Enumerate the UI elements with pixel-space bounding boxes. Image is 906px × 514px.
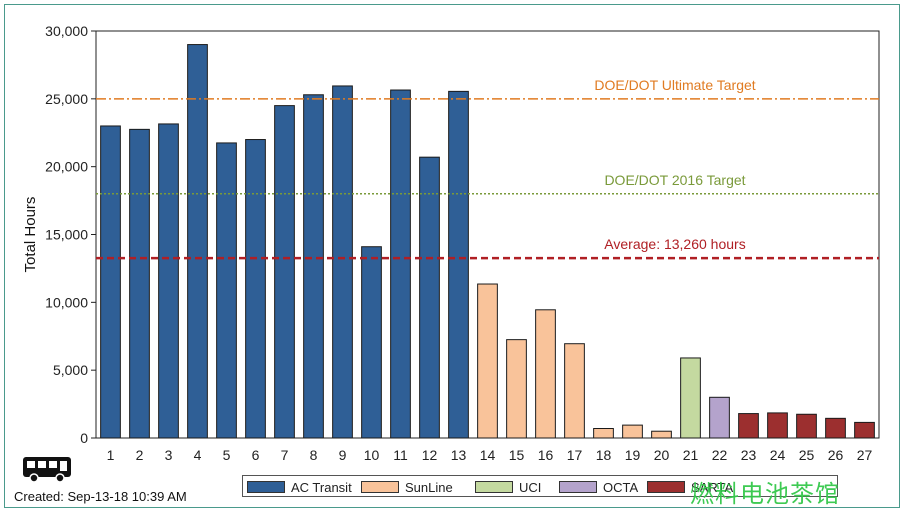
y-tick-label: 10,000 [45, 294, 88, 310]
x-tick-label: 15 [509, 447, 525, 463]
x-tick-label: 27 [857, 447, 873, 463]
x-tick-label: 16 [538, 447, 554, 463]
bar [332, 85, 353, 439]
x-tick-label: 9 [339, 447, 347, 463]
legend-label: UCI [519, 479, 542, 495]
bar [622, 424, 643, 439]
x-tick-label: 20 [654, 447, 670, 463]
legend-label: AC Transit [291, 479, 352, 495]
y-axis-label: Total Hours [22, 197, 39, 273]
bar [100, 125, 121, 439]
x-tick-label: 6 [252, 447, 260, 463]
y-tick-label: 30,000 [45, 23, 88, 39]
x-tick-label: 13 [451, 447, 467, 463]
legend-item: AC Transit [247, 479, 352, 495]
bar [854, 421, 875, 439]
bar [390, 89, 411, 439]
bar [361, 246, 382, 439]
y-tick-label: 5,000 [53, 362, 88, 378]
x-tick-label: 11 [393, 447, 408, 463]
legend-swatch [247, 481, 285, 493]
created-timestamp: Created: Sep-13-18 10:39 AM [14, 489, 187, 504]
bus-icon [23, 457, 71, 483]
legend-swatch [559, 481, 597, 493]
legend-label: OCTA [603, 479, 639, 495]
x-tick-label: 26 [828, 447, 844, 463]
bar [564, 343, 585, 439]
bar [448, 90, 469, 439]
bar [303, 94, 324, 439]
bar [158, 123, 179, 439]
bar [738, 413, 759, 439]
x-tick-label: 18 [596, 447, 612, 463]
bar [535, 309, 556, 439]
bar [796, 413, 817, 439]
x-tick-label: 2 [136, 447, 144, 463]
x-tick-label: 24 [770, 447, 786, 463]
chart-frame [4, 4, 900, 508]
legend-item: OCTA [559, 479, 638, 495]
bar [129, 128, 150, 439]
legend-label: SunLine [405, 479, 453, 495]
reference-line-label: DOE/DOT Ultimate Target [594, 77, 755, 93]
x-tick-label: 21 [683, 447, 699, 463]
x-tick-label: 12 [422, 447, 438, 463]
bar [216, 142, 237, 439]
legend-item: SARTA [647, 479, 733, 495]
bar [187, 44, 208, 439]
bar [506, 339, 527, 439]
x-tick-label: 5 [223, 447, 231, 463]
x-tick-label: 4 [194, 447, 202, 463]
legend-item: SunLine [361, 479, 453, 495]
x-tick-label: 19 [625, 447, 641, 463]
legend-swatch [475, 481, 513, 493]
bar [245, 139, 266, 439]
bar [274, 105, 295, 439]
x-tick-label: 14 [480, 447, 496, 463]
y-tick-label: 0 [80, 430, 88, 446]
bar [767, 412, 788, 439]
bar [593, 428, 614, 439]
bar [651, 430, 672, 439]
reference-line-label: DOE/DOT 2016 Target [604, 172, 745, 188]
legend-label: SARTA [691, 479, 734, 495]
legend: AC Transit SunLine UCI OCTA SARTA [242, 475, 838, 497]
watermark: 燃料电池茶馆 [690, 480, 840, 508]
x-tick-label: 25 [799, 447, 815, 463]
x-tick-label: 8 [310, 447, 318, 463]
x-tick-label: 3 [165, 447, 173, 463]
bar [680, 357, 701, 439]
x-tick-label: 17 [567, 447, 583, 463]
y-tick-label: 25,000 [45, 91, 88, 107]
legend-swatch [361, 481, 399, 493]
x-tick-label: 22 [712, 447, 728, 463]
bar [709, 396, 730, 439]
bar [825, 417, 846, 439]
y-tick-label: 15,000 [45, 227, 88, 243]
bar [419, 156, 440, 439]
x-tick-label: 23 [741, 447, 757, 463]
legend-item: UCI [475, 479, 541, 495]
bar [477, 283, 498, 439]
x-tick-label: 7 [281, 447, 289, 463]
x-tick-label: 10 [364, 447, 380, 463]
y-tick-label: 20,000 [45, 159, 88, 175]
legend-swatch [647, 481, 685, 493]
x-tick-label: 1 [107, 447, 115, 463]
reference-line-label: Average: 13,260 hours [604, 236, 745, 252]
